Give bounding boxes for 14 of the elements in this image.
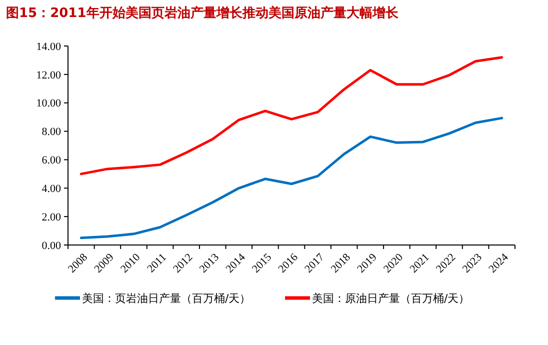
chart-title: 图15：2011年开始美国页岩油产量增长推动美国原油产量大幅增长	[6, 5, 400, 21]
y-tick-label: 2.00	[42, 211, 62, 224]
y-tick-label: 8.00	[42, 126, 62, 138]
y-tick-label: 14.00	[36, 40, 62, 53]
y-tick-label: 6.00	[42, 154, 62, 167]
legend-label: 美国：原油日产量（百万桶/天）	[312, 292, 470, 305]
y-tick-label: 0.00	[42, 240, 62, 252]
line-series	[80, 56, 504, 176]
y-tick-label: 10.00	[36, 98, 62, 110]
y-tick-label: 4.00	[42, 182, 62, 195]
legend-label: 美国：页岩油日产量（百万桶/天）	[82, 292, 251, 305]
y-tick-label: 12.00	[36, 69, 62, 82]
x-tick-label: 2011	[145, 251, 169, 276]
line-series	[80, 116, 504, 240]
